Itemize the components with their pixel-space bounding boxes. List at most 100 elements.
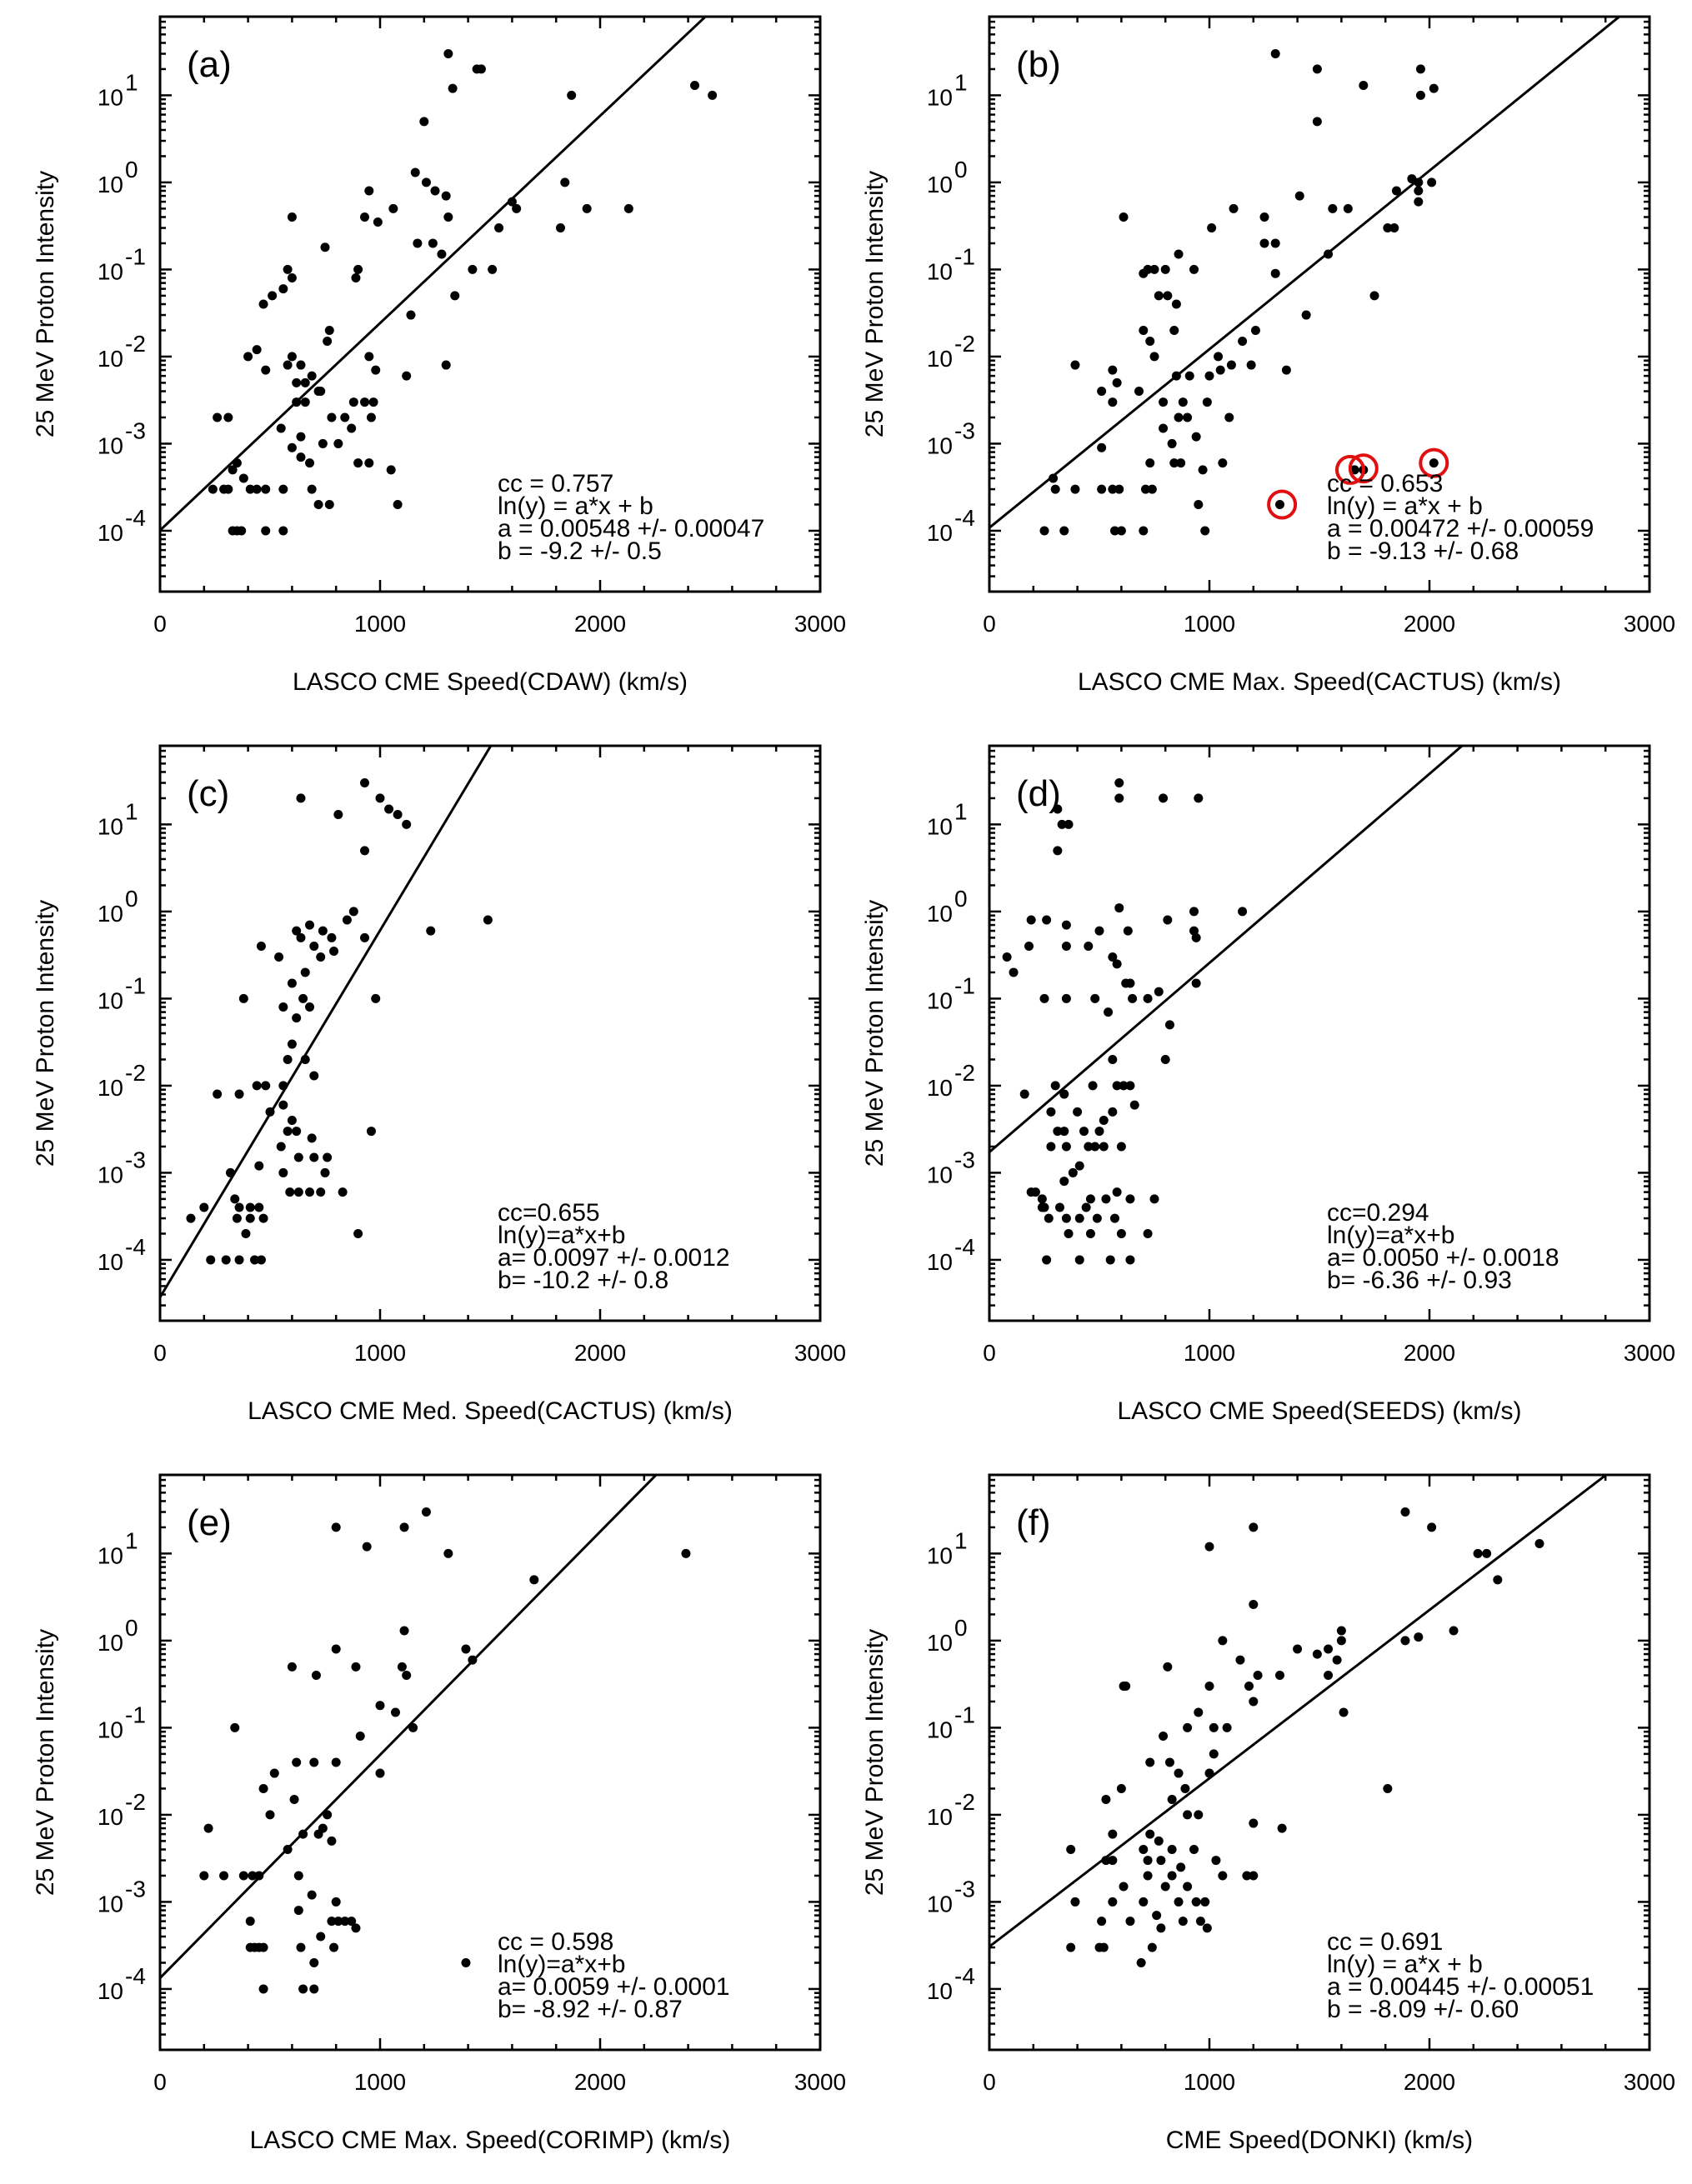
data-point (1294, 191, 1304, 201)
data-point (426, 926, 436, 936)
data-point (360, 778, 370, 788)
data-point (298, 1984, 308, 1994)
data-point (1473, 1548, 1483, 1558)
data-point (1204, 1768, 1214, 1778)
y-tick-label: 10 (927, 1630, 953, 1656)
data-point (371, 365, 381, 375)
data-point (1042, 915, 1052, 925)
data-point (265, 1107, 275, 1117)
data-point (1429, 458, 1439, 468)
data-point (1092, 1213, 1102, 1223)
data-point (1194, 1707, 1204, 1717)
data-point (258, 1213, 268, 1223)
highlighted-point-ring (1334, 454, 1365, 485)
data-point (223, 412, 233, 422)
data-point (1427, 177, 1437, 187)
data-point (309, 1984, 319, 1994)
data-point (1277, 1823, 1287, 1833)
data-point (331, 1757, 341, 1767)
data-point (1054, 1202, 1064, 1212)
x-axis-label: CME Speed(DONKI) (km/s) (1166, 2127, 1473, 2154)
data-point (276, 423, 286, 433)
data-point (1195, 1917, 1205, 1927)
fit-annotation: cc = 0.757 (498, 470, 613, 497)
data-point (1066, 1942, 1076, 1952)
data-point (238, 473, 248, 483)
data-point (351, 273, 361, 283)
data-point (1414, 186, 1424, 196)
y-tick-exponent: 1 (954, 798, 968, 824)
data-point (1030, 1187, 1040, 1197)
y-tick-exponent: 1 (954, 69, 968, 95)
x-tick-label: 1000 (1184, 611, 1235, 637)
data-point (292, 1757, 302, 1767)
data-point (300, 397, 310, 407)
data-point (1242, 1871, 1252, 1881)
data-point (340, 1917, 350, 1927)
data-point (1145, 1829, 1155, 1839)
data-point (254, 1202, 264, 1212)
y-tick-label: 10 (98, 1804, 123, 1830)
data-point (1109, 1213, 1119, 1223)
data-point (355, 1732, 365, 1742)
data-point (283, 360, 293, 370)
data-point (199, 1871, 209, 1881)
y-tick-exponent: -2 (125, 1789, 146, 1815)
data-point (1037, 1194, 1047, 1204)
data-point (316, 952, 326, 962)
fit-annotation: b = -9.13 +/- 0.68 (1327, 537, 1519, 565)
data-point (333, 1917, 343, 1927)
data-point (1136, 1957, 1146, 1967)
data-point (1061, 941, 1071, 951)
data-point (1178, 1917, 1188, 1927)
data-point (364, 186, 374, 196)
data-point (1061, 920, 1071, 930)
data-point (1085, 1228, 1095, 1238)
y-tick-exponent: 0 (954, 157, 968, 182)
y-tick-label: 10 (98, 172, 123, 197)
fit-annotation: b = -8.09 +/- 0.60 (1327, 1996, 1519, 2023)
data-point (1270, 238, 1280, 248)
x-tick-label: 2000 (1404, 2069, 1455, 2095)
data-point (1154, 291, 1164, 301)
data-point (1085, 1194, 1095, 1204)
x-tick-label: 3000 (1624, 2069, 1675, 2095)
y-axis-label: 25 MeV Proton Intensity (861, 900, 889, 1167)
data-point (1214, 352, 1224, 362)
data-point (311, 1670, 321, 1680)
data-point (1088, 1081, 1098, 1091)
y-tick-label: 10 (98, 1249, 123, 1275)
data-point (208, 484, 218, 494)
data-point (228, 465, 238, 475)
data-point (327, 412, 337, 422)
fit-annotation: b= -6.36 +/- 0.93 (1327, 1267, 1512, 1294)
data-point (278, 1081, 288, 1091)
data-point (1194, 1810, 1204, 1820)
data-point (1053, 804, 1063, 814)
data-point (1116, 1228, 1126, 1238)
data-point (1191, 978, 1201, 988)
data-point (1312, 117, 1322, 127)
data-point (1164, 1020, 1174, 1030)
data-point (287, 1116, 297, 1126)
data-point (1039, 993, 1049, 1003)
data-point (278, 1167, 288, 1177)
data-point (206, 1255, 216, 1265)
plot-frame (988, 15, 1651, 593)
data-point (1140, 484, 1150, 494)
data-point (1143, 993, 1153, 1003)
y-axis-label: 25 MeV Proton Intensity (32, 900, 59, 1167)
data-point (1101, 1795, 1111, 1805)
data-point (1074, 1161, 1084, 1171)
data-point (238, 993, 248, 1003)
data-point (1246, 360, 1256, 370)
data-point (1139, 268, 1149, 278)
y-tick-exponent: -3 (125, 1876, 146, 1902)
data-point (1134, 387, 1144, 397)
data-point (1097, 442, 1107, 452)
data-point (1099, 1942, 1109, 1952)
data-point (1449, 1626, 1459, 1636)
chart-panel-d: 0 1000 2000 300010-410-310-210-1100101LASCO… (861, 744, 1675, 1425)
data-point (1101, 1194, 1111, 1204)
x-tick-label: 0 (983, 611, 996, 637)
